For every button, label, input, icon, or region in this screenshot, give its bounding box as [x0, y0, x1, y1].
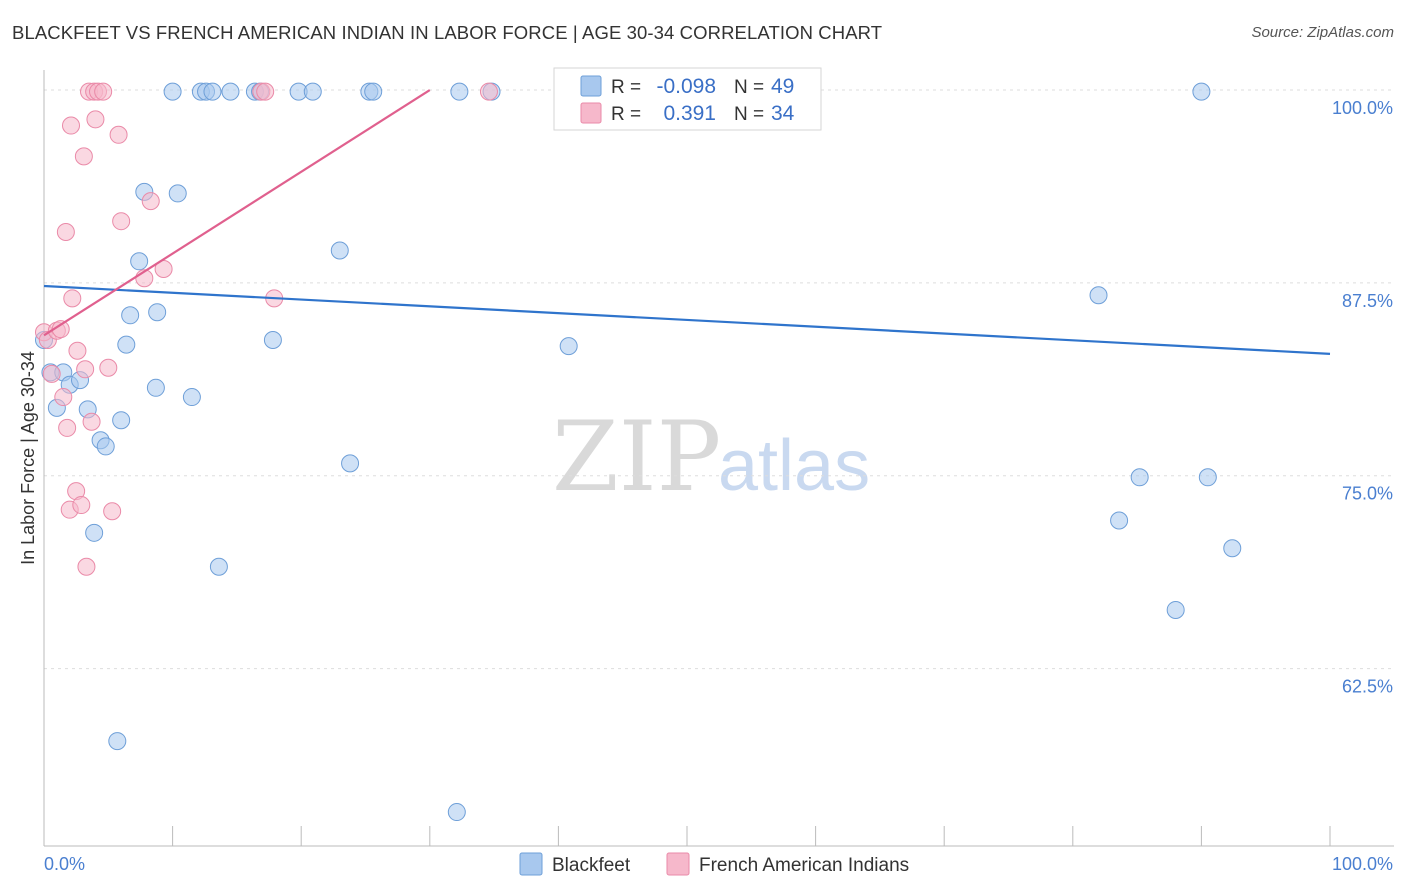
blackfeet-point — [303, 82, 322, 101]
blackfeet-point — [148, 303, 167, 322]
french-american-indian-point — [56, 222, 75, 241]
source-credit: Source: ZipAtlas.com — [1251, 24, 1394, 41]
watermark-zip: ZIP — [552, 401, 721, 513]
trend-lines — [43, 89, 1331, 355]
blackfeet-point — [117, 335, 136, 354]
blackfeet-point — [1198, 468, 1217, 487]
stats-swatch-blackfeet — [580, 75, 602, 97]
french-american-indian-point — [141, 192, 160, 211]
french-american-indian-point — [112, 212, 131, 231]
blackfeet-point — [447, 803, 466, 822]
french-american-indian-trend-line — [43, 89, 431, 337]
french-american-indian-point — [68, 341, 87, 360]
french-american-indian-point — [76, 360, 95, 379]
french-american-indian-point — [86, 110, 105, 129]
stats-swatch-french — [580, 102, 602, 124]
stats-legend: R = -0.098 N = 49 R = 0.391 N = 34 — [553, 67, 822, 131]
blackfeet-point — [108, 732, 127, 751]
blackfeet-point — [112, 411, 131, 430]
french-american-indian-point — [74, 147, 93, 166]
y-tick-label: 62.5% — [1342, 677, 1393, 697]
blackfeet-point — [1130, 468, 1149, 487]
french-american-indian-point — [94, 82, 113, 101]
legend-swatch-french — [666, 852, 690, 876]
french-american-indian-point — [479, 82, 498, 101]
blackfeet-trend-line — [43, 284, 1331, 355]
blackfeet-point — [121, 306, 140, 325]
french-american-indian-point — [58, 418, 77, 437]
french-american-indian-point — [63, 289, 82, 308]
watermark: ZIP atlas — [552, 401, 870, 513]
x-tick-label-max: 100.0% — [1332, 854, 1393, 874]
tick-labels: 100.0% 87.5% 75.0% 62.5% 0.0% 100.0% — [44, 98, 1393, 874]
stats-r-value-french: 0.391 — [663, 102, 716, 125]
blackfeet-point — [163, 82, 182, 101]
french-american-indian-point — [72, 496, 91, 515]
legend-label-french: French American Indians — [699, 855, 909, 876]
y-tick-label: 87.5% — [1342, 291, 1393, 311]
stats-n-value-blackfeet: 49 — [771, 75, 794, 98]
blackfeet-point — [96, 437, 115, 456]
blackfeet-point — [330, 241, 349, 260]
axes — [43, 70, 1394, 847]
x-tick-label-min: 0.0% — [44, 854, 85, 874]
blackfeet-point — [1089, 286, 1108, 305]
blackfeet-point — [1192, 82, 1211, 101]
stats-r-label-blackfeet: R = — [611, 77, 641, 98]
grid-lines — [44, 89, 1394, 670]
blackfeet-point — [203, 82, 222, 101]
legend-label-blackfeet: Blackfeet — [552, 855, 631, 876]
chart-title: BLACKFEET VS FRENCH AMERICAN INDIAN IN L… — [12, 22, 883, 43]
french-american-indian-point — [99, 358, 118, 377]
blackfeet-point — [85, 523, 104, 542]
blackfeet-point — [364, 82, 383, 101]
bottom-legend: Blackfeet French American Indians — [519, 852, 909, 876]
blackfeet-point — [130, 252, 149, 271]
blackfeet-point — [182, 388, 201, 407]
french-american-indian-point — [103, 502, 122, 521]
blackfeet-point — [209, 557, 228, 576]
stats-n-value-french: 34 — [771, 102, 795, 125]
french-american-indian-point — [82, 412, 101, 431]
blackfeet-point — [1110, 511, 1129, 530]
blackfeet-point — [559, 337, 578, 356]
legend-swatch-blackfeet — [519, 852, 543, 876]
blackfeet-point — [168, 184, 187, 203]
stats-r-value-blackfeet: -0.098 — [656, 75, 716, 98]
stats-r-label-french: R = — [611, 104, 641, 125]
french-american-indian-point — [77, 557, 96, 576]
french-american-indian-point — [54, 388, 73, 407]
blackfeet-point — [263, 330, 282, 349]
stats-n-label-blackfeet: N = — [734, 77, 764, 98]
blackfeet-point — [146, 378, 165, 397]
blackfeet-point — [1166, 600, 1185, 619]
blackfeet-point — [221, 82, 240, 101]
stats-n-label-french: N = — [734, 104, 764, 125]
y-axis-label: In Labor Force | Age 30-34 — [18, 351, 38, 565]
watermark-atlas: atlas — [718, 426, 870, 506]
french-american-indian-point — [256, 82, 275, 101]
french-american-indian-point — [42, 364, 61, 383]
french-american-indian-point — [62, 116, 81, 135]
blackfeet-point — [450, 82, 469, 101]
y-tick-label: 75.0% — [1342, 484, 1393, 504]
blackfeet-point — [341, 454, 360, 473]
y-tick-label: 100.0% — [1332, 98, 1393, 118]
blackfeet-point — [1223, 539, 1242, 558]
french-american-indian-point — [109, 125, 128, 144]
